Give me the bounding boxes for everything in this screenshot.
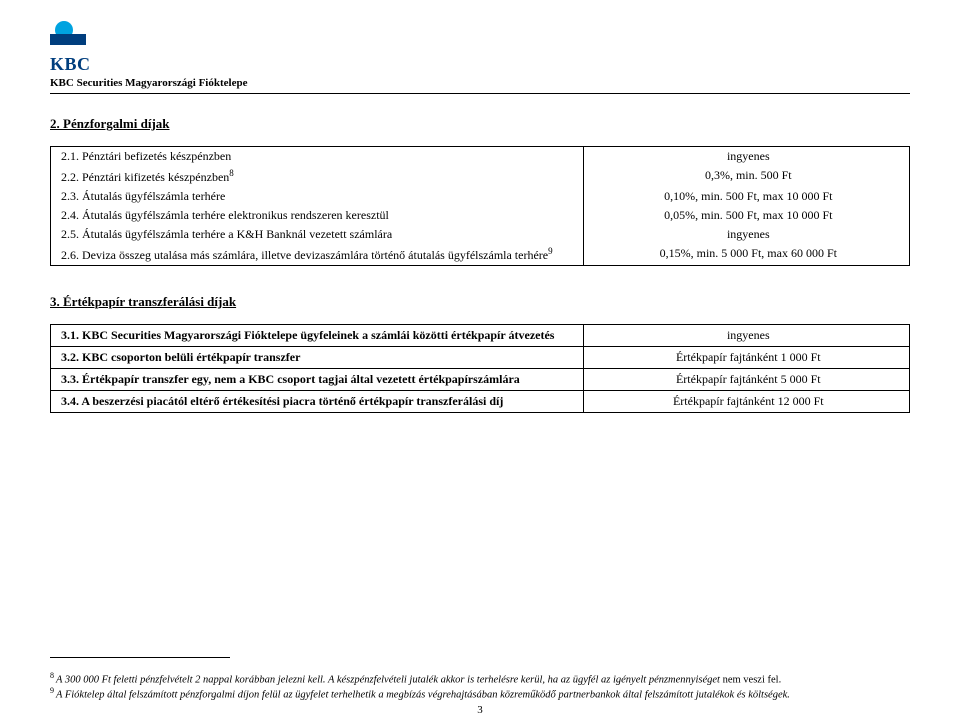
fee-label: 2.5. Átutalás ügyfélszámla terhére a K&H… xyxy=(51,225,584,244)
footnotes: 8A 300 000 Ft feletti pénzfelvételt 2 na… xyxy=(50,671,910,702)
fee-label: 2.3. Átutalás ügyfélszámla terhére xyxy=(51,187,584,206)
fee-value: Értékpapír fajtánként 1 000 Ft xyxy=(583,347,909,369)
fee-value: 0,05%, min. 500 Ft, max 10 000 Ft xyxy=(583,206,909,225)
kbc-logo-icon xyxy=(50,20,910,52)
section-3-title: 3. Értékpapír transzferálási díjak xyxy=(50,294,910,310)
table-row: 3.1. KBC Securities Magyarországi Fiókte… xyxy=(51,325,910,347)
fee-value: ingyenes xyxy=(583,225,909,244)
fee-value: 0,3%, min. 500 Ft xyxy=(583,166,909,187)
fee-value: ingyenes xyxy=(583,147,909,167)
fee-value: 0,10%, min. 500 Ft, max 10 000 Ft xyxy=(583,187,909,206)
fees-table-section-3: 3.1. KBC Securities Magyarországi Fiókte… xyxy=(50,324,910,413)
footnote-divider xyxy=(50,657,230,658)
fee-label: 2.6. Deviza összeg utalása más számlára,… xyxy=(51,244,584,266)
table-row: 3.2. KBC csoporton belüli értékpapír tra… xyxy=(51,347,910,369)
fee-value: Értékpapír fajtánként 12 000 Ft xyxy=(583,391,909,413)
table-row: 2.1. Pénztári befizetés készpénzben ingy… xyxy=(51,147,910,167)
fee-value: Értékpapír fajtánként 5 000 Ft xyxy=(583,369,909,391)
page-number: 3 xyxy=(0,704,960,716)
table-row: 2.5. Átutalás ügyfélszámla terhére a K&H… xyxy=(51,225,910,244)
footnote-9: 9A Fióktelep által felszámított pénzforg… xyxy=(50,686,910,702)
fee-label: 3.3. Értékpapír transzfer egy, nem a KBC… xyxy=(51,369,584,391)
kbc-logo-text: KBC xyxy=(50,54,910,75)
fee-label: 2.2. Pénztári kifizetés készpénzben8 xyxy=(51,166,584,187)
fee-label: 3.1. KBC Securities Magyarországi Fiókte… xyxy=(51,325,584,347)
table-row: 2.4. Átutalás ügyfélszámla terhére elekt… xyxy=(51,206,910,225)
fee-label: 2.4. Átutalás ügyfélszámla terhére elekt… xyxy=(51,206,584,225)
footnote-8: 8A 300 000 Ft feletti pénzfelvételt 2 na… xyxy=(50,671,910,687)
branch-name: KBC Securities Magyarországi Fióktelepe xyxy=(50,77,910,89)
table-row: 2.6. Deviza összeg utalása más számlára,… xyxy=(51,244,910,266)
fee-value: 0,15%, min. 5 000 Ft, max 60 000 Ft xyxy=(583,244,909,266)
table-row: 2.3. Átutalás ügyfélszámla terhére 0,10%… xyxy=(51,187,910,206)
fees-table-section-2: 2.1. Pénztári befizetés készpénzben ingy… xyxy=(50,146,910,266)
fee-label: 3.4. A beszerzési piacától eltérő értéke… xyxy=(51,391,584,413)
fee-value: ingyenes xyxy=(583,325,909,347)
fee-label: 3.2. KBC csoporton belüli értékpapír tra… xyxy=(51,347,584,369)
table-row: 2.2. Pénztári kifizetés készpénzben8 0,3… xyxy=(51,166,910,187)
fee-label: 2.1. Pénztári befizetés készpénzben xyxy=(51,147,584,167)
header-divider xyxy=(50,93,910,94)
table-row: 3.4. A beszerzési piacától eltérő értéke… xyxy=(51,391,910,413)
section-2-title: 2. Pénzforgalmi díjak xyxy=(50,116,910,132)
table-row: 3.3. Értékpapír transzfer egy, nem a KBC… xyxy=(51,369,910,391)
